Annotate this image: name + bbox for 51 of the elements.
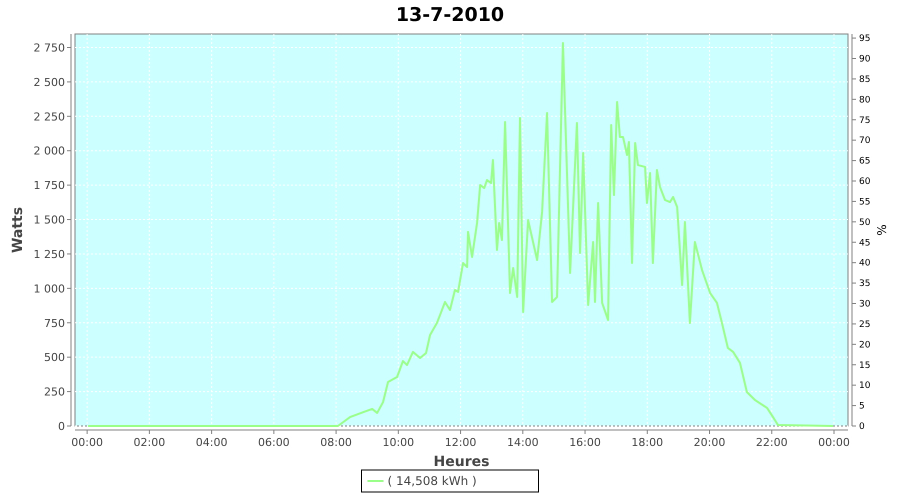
y2-axis-title: % (875, 224, 889, 236)
y2-tick-label: 20 (859, 340, 871, 350)
y2-tick-label: 70 (859, 136, 871, 146)
legend-label: ( 14,508 kWh ) (388, 474, 477, 488)
x-tick-label: 00:00 (71, 436, 103, 449)
y2-tick-label: 40 (859, 258, 871, 269)
y-tick-label: 2 750 (34, 41, 65, 54)
y2-tick-label: 85 (859, 74, 870, 85)
y2-tick-label: 55 (859, 197, 870, 208)
x-tick-label: 14:00 (506, 436, 539, 449)
x-tick-label: 00:00 (818, 436, 850, 449)
y-tick-label: 250 (44, 386, 65, 399)
y2-tick-label: 60 (859, 177, 871, 187)
y2-tick-label: 35 (859, 279, 870, 290)
y2-tick-label: 50 (859, 218, 871, 228)
y-tick-label: 1 750 (34, 179, 65, 192)
y-tick-label: 0 (58, 420, 65, 433)
x-axis-title: Heures (434, 454, 490, 470)
y2-tick-label: 25 (859, 320, 870, 330)
y2-tick-label: 75 (859, 116, 870, 126)
x-tick-label: 04:00 (196, 436, 228, 449)
y2-tick-label: 80 (859, 95, 871, 106)
y-tick-label: 500 (44, 351, 65, 364)
line-series (87, 42, 834, 427)
y2-tick-label: 15 (859, 360, 870, 371)
x-tick-label: 20:00 (694, 436, 726, 449)
x-tick-label: 12:00 (444, 436, 476, 449)
y2-tick-label: 45 (859, 238, 870, 248)
y2-tick-label: 10 (859, 381, 871, 392)
y2-tick-label: 5 (859, 402, 865, 412)
y-tick-label: 2 250 (34, 110, 65, 124)
y2-tick-label: 95 (859, 34, 870, 44)
y2-tick-label: 90 (859, 54, 871, 64)
x-tick-label: 16:00 (569, 436, 601, 449)
y-tick-label: 750 (44, 316, 65, 330)
y-tick-label: 2 000 (34, 144, 65, 158)
y2-tick-label: 30 (859, 300, 871, 310)
y-axis-title: Watts (10, 206, 26, 254)
y-tick-label: 2 500 (34, 76, 65, 89)
y-tick-label: 1 500 (34, 214, 65, 227)
y2-tick-label: 65 (859, 156, 870, 167)
y-tick-label: 1 000 (34, 282, 65, 296)
x-tick-label: 06:00 (258, 436, 290, 449)
x-tick-label: 02:00 (134, 436, 166, 449)
x-tick-label: 22:00 (756, 436, 788, 449)
y-tick-label: 1 250 (34, 248, 65, 261)
x-tick-label: 18:00 (631, 436, 664, 449)
chart-title: 13-7-2010 (396, 4, 504, 26)
y2-tick-label: 0 (859, 422, 865, 432)
x-tick-label: 10:00 (382, 436, 414, 449)
x-tick-label: 08:00 (320, 436, 352, 449)
